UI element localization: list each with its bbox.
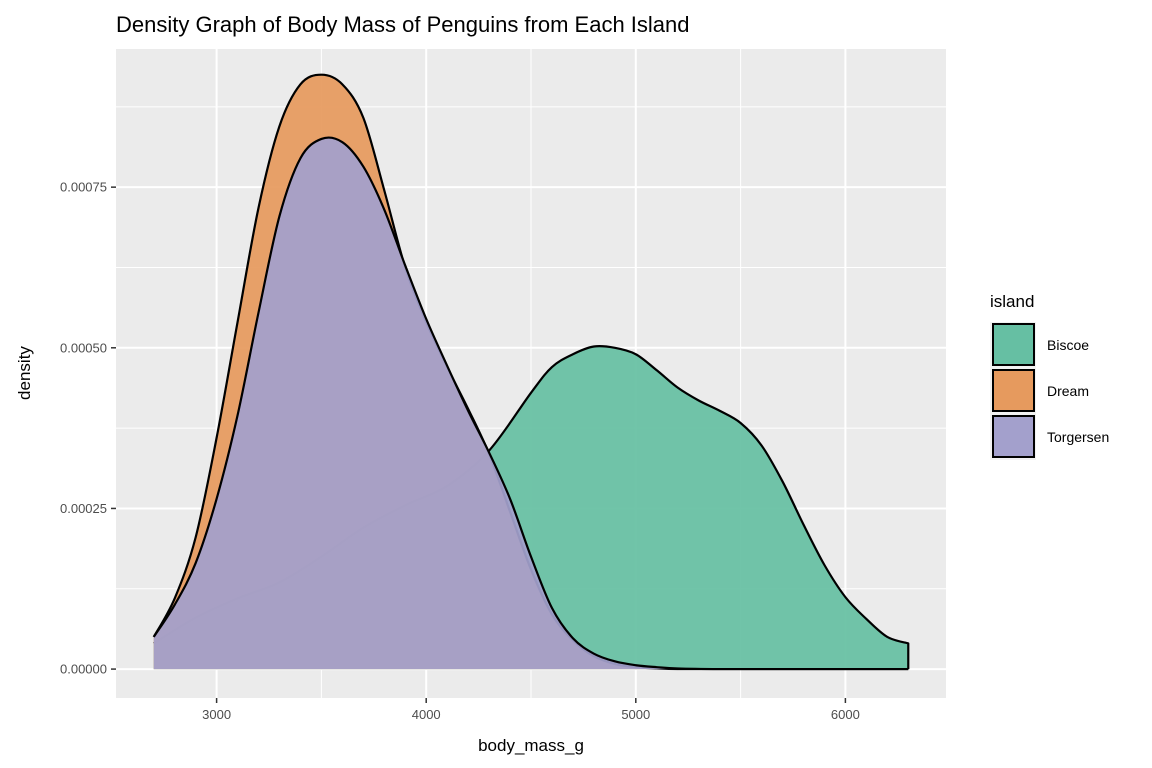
density-series: [152, 73, 910, 671]
y-tick-label: 0.00000: [60, 662, 107, 677]
y-tick-label: 0.00050: [60, 340, 107, 355]
x-tick-label: 6000: [831, 707, 860, 722]
legend-swatch-dream: [992, 369, 1035, 412]
legend-swatch-torgersen: [992, 415, 1035, 458]
density-outline-torgersen: [152, 136, 909, 671]
legend-swatch-biscoe: [992, 323, 1035, 366]
legend-label-dream: Dream: [1047, 383, 1089, 399]
y-axis: 0.00000 0.00025 0.00050 0.00075: [60, 180, 116, 677]
x-tick-label: 4000: [412, 707, 441, 722]
legend: island Biscoe Dream Torgersen: [990, 292, 1109, 460]
chart-title: Density Graph of Body Mass of Penguins f…: [116, 12, 690, 37]
y-tick-label: 0.00075: [60, 180, 107, 195]
y-tick-label: 0.00025: [60, 501, 107, 516]
density-area-torgersen: [153, 137, 909, 670]
legend-label-torgersen: Torgersen: [1047, 429, 1109, 445]
legend-label-biscoe: Biscoe: [1047, 337, 1089, 353]
x-tick-label: 5000: [621, 707, 650, 722]
legend-title: island: [990, 292, 1034, 311]
x-axis: 3000 4000 5000 6000: [202, 698, 860, 722]
x-tick-label: 3000: [202, 707, 231, 722]
x-axis-title: body_mass_g: [478, 736, 584, 755]
y-axis-title: density: [15, 346, 34, 400]
legend-items: Biscoe Dream Torgersen: [990, 322, 1109, 460]
